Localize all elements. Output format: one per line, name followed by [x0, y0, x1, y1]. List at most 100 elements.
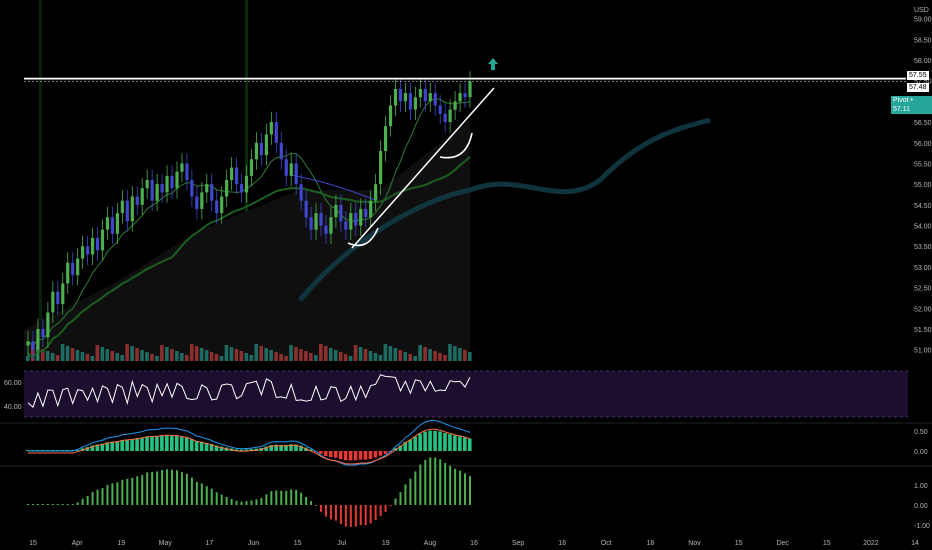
- macd-bar: [289, 444, 293, 451]
- candle-body: [329, 217, 333, 234]
- time-tick-label: Oct: [601, 540, 612, 547]
- volume-bar: [323, 346, 328, 361]
- macd-bar: [189, 439, 194, 451]
- time-tick-label: Jul: [337, 540, 346, 547]
- volume-bar: [110, 351, 115, 361]
- macd-bar: [150, 436, 154, 451]
- candle-body: [374, 184, 378, 201]
- hist-bar: [240, 501, 243, 505]
- macd-tick-label: 0.00: [914, 449, 928, 456]
- candle-body: [185, 163, 189, 180]
- shaded-region: [24, 120, 470, 360]
- volume-bar: [189, 344, 194, 361]
- candle-body: [110, 217, 115, 234]
- hist-bar: [225, 496, 228, 505]
- hist-bar: [101, 488, 104, 505]
- macd-bar: [145, 437, 149, 451]
- ma-short-line: [27, 97, 471, 347]
- time-tick-label: Dec: [776, 540, 789, 547]
- volume-bar: [319, 344, 323, 361]
- macd-bar: [105, 442, 110, 451]
- candle-body: [324, 225, 328, 234]
- time-tick-label: 19: [117, 540, 125, 547]
- time-tick-label: 17: [206, 540, 214, 547]
- time-tick-label: Nov: [688, 540, 701, 547]
- candle-body: [264, 134, 268, 156]
- volume-bar: [443, 355, 447, 361]
- candle-body: [279, 142, 283, 160]
- macd-bar: [333, 451, 338, 458]
- macd-tick-label: 0.50: [914, 429, 928, 436]
- price-tick-label: 55.50: [914, 161, 932, 168]
- candle-body: [269, 122, 273, 135]
- hist-bar: [320, 505, 323, 512]
- price-tick-label: 54.50: [914, 203, 932, 210]
- price-tick-label: 55.00: [914, 182, 932, 189]
- hist-bar: [454, 468, 457, 505]
- hist-bar: [280, 490, 283, 505]
- candle-body: [51, 291, 55, 313]
- macd-bar: [174, 436, 179, 451]
- candle-body: [448, 109, 452, 123]
- time-tick-label: 14: [911, 540, 919, 547]
- candle-body: [76, 258, 80, 276]
- hist-bar: [71, 504, 74, 505]
- macd-bar: [443, 433, 447, 451]
- hist-bar: [81, 498, 84, 505]
- macd-bar: [125, 439, 129, 451]
- candle-body: [379, 151, 383, 185]
- volume-bar: [80, 352, 85, 361]
- macd-bar: [130, 439, 134, 451]
- macd-bar: [264, 446, 268, 451]
- volume-bar: [50, 353, 55, 361]
- candle-body: [339, 204, 343, 222]
- candle-body: [200, 192, 204, 209]
- candle-body: [433, 93, 437, 106]
- hist-bar: [76, 502, 79, 505]
- cup-arc-left: [347, 227, 379, 247]
- candle-body: [160, 184, 164, 193]
- volume-bar: [145, 352, 149, 361]
- hist-bar: [285, 490, 288, 505]
- hist-bar: [404, 484, 407, 505]
- time-tick-label: Apr: [72, 540, 84, 547]
- macd-bar: [338, 451, 343, 460]
- hist-bar: [329, 505, 332, 520]
- macd-bar: [418, 433, 422, 451]
- hist-bar: [116, 482, 119, 505]
- hist-bar: [449, 465, 452, 505]
- candle-body: [398, 88, 403, 102]
- candle-body: [85, 246, 90, 255]
- candle-body: [423, 88, 427, 102]
- volume-bar: [174, 351, 179, 361]
- time-tick-label: 15: [823, 540, 831, 547]
- volume-bar: [343, 354, 348, 361]
- volume-bar: [388, 346, 393, 361]
- hist-bar: [245, 501, 248, 505]
- hist-bar: [235, 500, 238, 505]
- candle-body: [41, 328, 45, 338]
- candle-body: [220, 196, 224, 214]
- hist-bar: [429, 457, 432, 505]
- macd-bar: [383, 451, 388, 454]
- macd-bar: [194, 441, 199, 451]
- volume-bar: [65, 346, 70, 361]
- hist-bar: [344, 505, 347, 527]
- volume-bar: [155, 356, 159, 361]
- candle-body: [428, 93, 432, 102]
- volume-bar: [408, 354, 413, 361]
- hist-bar: [459, 470, 462, 505]
- hist-bar: [434, 457, 437, 505]
- hist-bar: [384, 505, 387, 512]
- candle-body: [344, 221, 348, 230]
- hist-bar: [205, 486, 208, 505]
- macd-bar: [269, 445, 273, 451]
- volume-bar: [348, 356, 353, 361]
- volume-bar: [55, 355, 60, 361]
- volume-bar: [165, 347, 169, 361]
- macd-bar: [85, 447, 90, 451]
- volume-bar: [40, 349, 45, 361]
- candle-body: [418, 88, 422, 98]
- volume-bar: [45, 351, 50, 361]
